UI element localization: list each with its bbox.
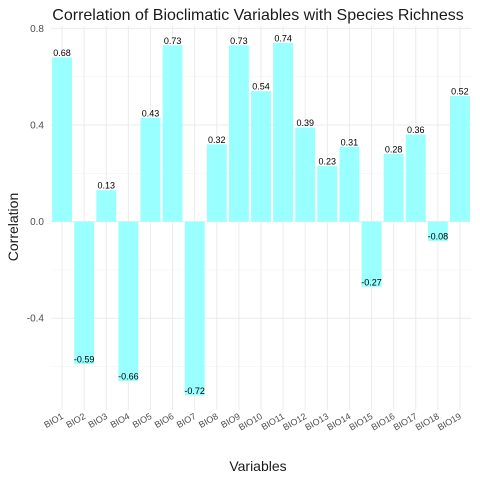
bar-value-label: 0.28 <box>385 145 403 155</box>
bar-bio15 <box>361 221 382 287</box>
chart-title: Correlation of Bioclimatic Variables wit… <box>52 7 463 24</box>
bar-value-label: 0.68 <box>53 48 71 58</box>
bar-bio1 <box>52 57 72 222</box>
x-tick-label: BIO13 <box>303 411 330 432</box>
bar-value-label: 0.23 <box>319 157 337 167</box>
x-tick-label: BIO2 <box>64 411 87 430</box>
x-tick-label: BIO5 <box>131 411 154 430</box>
bar-value-label: -0.27 <box>361 277 382 287</box>
x-axis-ticks: BIO1 BIO2 BIO3 BIO4 BIO5 BIO6 BIO7 BIO8 BIO9BIO1… <box>42 411 463 432</box>
bar-value-label: 0.13 <box>97 181 115 191</box>
bar-bio10 <box>251 91 271 222</box>
bar-value-label: 0.31 <box>341 137 359 147</box>
bar-bio6 <box>162 45 183 222</box>
bar-value-label: -0.72 <box>184 386 205 396</box>
bar-bio14 <box>339 146 360 222</box>
x-tick-label: BIO10 <box>237 411 264 432</box>
bar-bio5 <box>140 117 161 222</box>
x-tick-label: BIO11 <box>260 411 287 432</box>
bar-bio18 <box>427 221 448 241</box>
bar-value-label: 0.54 <box>252 82 270 92</box>
bar-bio12 <box>295 127 316 222</box>
y-tick-label: 0.0 <box>30 217 44 228</box>
bar-value-label: 0.73 <box>230 36 248 46</box>
x-tick-label: BIO8 <box>197 411 220 430</box>
bar-bio17 <box>405 134 426 222</box>
bar-value-label: 0.32 <box>208 135 226 145</box>
bar-bio4 <box>118 221 139 382</box>
bar-value-label: 0.52 <box>451 87 469 97</box>
bar-value-label: -0.59 <box>74 355 95 365</box>
x-tick-label: BIO1 <box>42 411 65 430</box>
bar-value-label: -0.66 <box>118 372 139 382</box>
bar-bio7 <box>184 221 205 396</box>
x-tick-label: BIO6 <box>153 411 176 430</box>
x-tick-label: BIO19 <box>436 411 463 432</box>
x-tick-label: BIO14 <box>325 411 352 432</box>
x-tick-label: BIO7 <box>175 411 198 430</box>
bar-bio8 <box>206 144 227 222</box>
x-tick-label: BIO17 <box>392 411 419 432</box>
bar-value-label: -0.08 <box>428 231 449 241</box>
bar-bio11 <box>273 42 294 222</box>
bar-bio19 <box>450 96 470 222</box>
bar-value-label: 0.39 <box>296 118 314 128</box>
bar-bio9 <box>228 45 249 222</box>
bar-value-label: 0.73 <box>164 36 182 46</box>
bar-bio13 <box>317 166 338 222</box>
x-tick-label: BIO16 <box>370 411 397 432</box>
x-tick-label: BIO18 <box>414 411 441 432</box>
bar-bio2 <box>74 221 95 365</box>
y-axis-ticks: -0.4 0.0 0.4 0.8 <box>27 24 45 325</box>
bar-bio3 <box>96 190 117 222</box>
y-tick-label: 0.8 <box>30 24 44 35</box>
bars <box>52 42 470 396</box>
bar-value-label: 0.36 <box>407 125 425 135</box>
bar-labels: 0.68 -0.59 0.13 -0.66 0.43 0.73 -0.72 0.32 0.73 0… <box>53 33 468 396</box>
x-tick-label: BIO4 <box>109 411 132 430</box>
bar-value-label: 0.74 <box>274 33 292 43</box>
x-axis-title: Variables <box>229 458 286 474</box>
y-tick-label: -0.4 <box>27 314 45 325</box>
x-tick-label: BIO3 <box>86 411 109 430</box>
x-tick-label: BIO15 <box>347 411 374 432</box>
bar-value-label: 0.43 <box>142 108 160 118</box>
y-axis-title: Correlation <box>5 193 21 261</box>
x-tick-label: BIO12 <box>281 411 308 432</box>
bar-bio16 <box>383 154 404 222</box>
y-tick-label: 0.4 <box>30 121 44 132</box>
